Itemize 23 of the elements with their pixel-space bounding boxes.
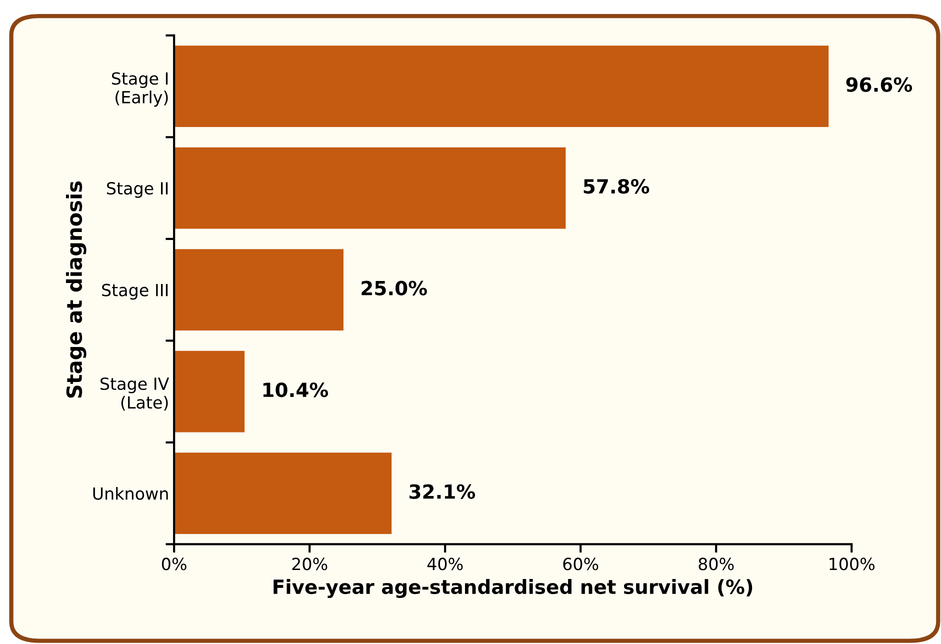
x-tick-label: 60% [563,558,598,570]
bar [174,46,829,127]
y-tick-label: Unknown [93,486,168,500]
x-tick-label: 40% [427,558,463,570]
data-label: 96.6% [846,77,912,92]
x-tick-label: 0% [162,558,186,570]
x-tick-label: 20% [292,558,328,570]
bar [174,452,392,534]
x-tick-label: 80% [698,558,734,570]
bar [174,350,245,432]
x-tick-label: 100% [830,558,875,570]
data-label: 25.0% [362,280,427,296]
y-axis-title: Stage at diagnosis [66,181,86,398]
data-label: 32.1% [410,484,476,499]
data-label: 57.8% [584,178,650,194]
y-tick-label: Stage I (Early) [112,72,168,107]
bar [174,147,566,229]
bar [174,249,344,330]
y-tick-label: Stage II [107,182,168,198]
x-axis-title: Five-year age-standardised net survival (%) [274,579,752,598]
data-label: 10.4% [263,382,328,398]
y-tick-label: Stage IV (Late) [100,377,170,411]
y-tick-label: Stage III [102,284,168,300]
